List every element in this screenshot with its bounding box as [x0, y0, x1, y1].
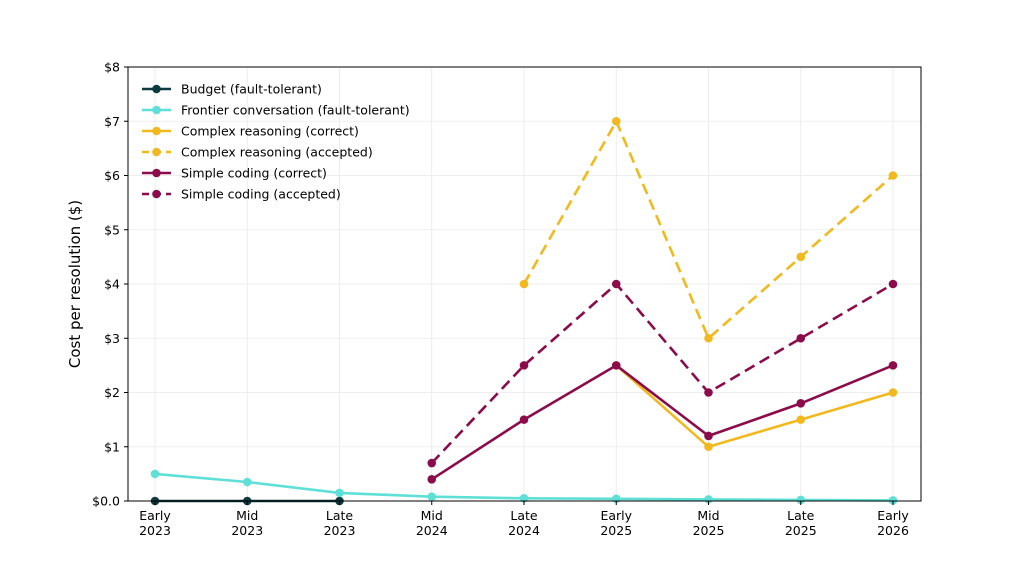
axes: $0.0 $1 $2 $3 $4 $5 $6 $7 $8 Early 2023 Mid 2023 Late… — [92, 60, 909, 539]
data-point — [704, 333, 713, 343]
legend-item: Complex reasoning (correct) — [142, 124, 359, 139]
data-point — [888, 496, 898, 505]
legend-label: Complex reasoning (accepted) — [181, 145, 373, 160]
data-point — [150, 469, 160, 479]
y-tick-label: $7 — [104, 114, 120, 129]
x-tick-label: Late 2023 — [324, 508, 356, 538]
series-5 — [427, 279, 898, 468]
legend: Budget (fault-tolerant) Frontier conversa… — [142, 82, 410, 202]
data-point — [519, 415, 529, 424]
legend-item: Simple coding (accepted) — [142, 187, 341, 202]
series-line — [522, 120, 894, 340]
x-tick-label: Early 2023 — [139, 508, 171, 538]
series-2 — [611, 361, 898, 452]
series-1 — [150, 469, 898, 505]
y-tick-label: $4 — [104, 277, 120, 292]
series-line — [430, 282, 894, 464]
series-4 — [427, 361, 898, 484]
legend-item: Simple coding (correct) — [142, 166, 327, 181]
data-point — [704, 431, 713, 441]
legend-swatch-marker — [152, 84, 161, 94]
data-point — [888, 171, 898, 180]
series-line — [615, 364, 894, 449]
y-tick-label: $3 — [104, 331, 120, 346]
x-tick-label: Mid 2025 — [693, 508, 725, 538]
y-tick-label: $0.0 — [92, 494, 120, 509]
x-tick-label: Early 2025 — [600, 508, 632, 538]
legend-swatch-marker — [152, 168, 161, 178]
data-point — [704, 442, 713, 452]
legend-label: Frontier conversation (fault-tolerant) — [181, 103, 410, 118]
data-point — [888, 388, 898, 397]
data-point — [796, 495, 806, 505]
data-point — [427, 475, 437, 484]
data-point — [611, 116, 621, 126]
data-point — [519, 361, 529, 370]
y-tick-label: $1 — [104, 439, 120, 454]
x-tick-label: Mid 2024 — [416, 508, 448, 538]
legend-item: Frontier conversation (fault-tolerant) — [142, 103, 410, 118]
data-point — [519, 279, 529, 289]
x-tick-label: Mid 2023 — [231, 508, 263, 538]
legend-item: Budget (fault-tolerant) — [142, 82, 322, 97]
data-point — [611, 279, 621, 289]
data-point — [335, 488, 344, 498]
legend-label: Budget (fault-tolerant) — [181, 82, 322, 97]
data-point — [427, 458, 437, 468]
legend-label: Complex reasoning (correct) — [181, 124, 359, 139]
legend-label: Simple coding (accepted) — [181, 187, 341, 202]
series-3 — [519, 116, 898, 343]
data-point — [242, 477, 252, 487]
series-line — [431, 364, 894, 481]
y-axis-label: Cost per resolution ($) — [66, 200, 84, 368]
legend-label: Simple coding (correct) — [181, 166, 327, 181]
legend-swatch-marker — [152, 147, 161, 157]
y-tick-label: $2 — [104, 385, 120, 400]
data-point — [611, 361, 621, 370]
y-tick-label: $8 — [104, 60, 120, 75]
data-point — [796, 333, 806, 343]
data-point — [704, 495, 713, 504]
x-tick-label: Early 2026 — [877, 508, 909, 538]
y-tick-label: $5 — [104, 222, 120, 237]
data-point — [427, 492, 437, 501]
data-point — [888, 361, 898, 370]
data-point — [796, 415, 806, 424]
legend-swatch-marker — [152, 105, 161, 115]
x-tick-label: Late 2025 — [785, 508, 817, 538]
legend-item: Complex reasoning (accepted) — [142, 145, 373, 160]
y-tick-label: $6 — [104, 168, 120, 183]
data-point — [796, 399, 806, 408]
data-point — [519, 493, 529, 503]
series-layer — [150, 116, 898, 506]
legend-swatch-marker — [152, 189, 161, 199]
x-tick-label: Late 2024 — [508, 508, 540, 538]
data-point — [704, 388, 713, 397]
data-point — [796, 252, 806, 262]
legend-swatch-marker — [152, 126, 161, 136]
data-point — [888, 279, 898, 289]
